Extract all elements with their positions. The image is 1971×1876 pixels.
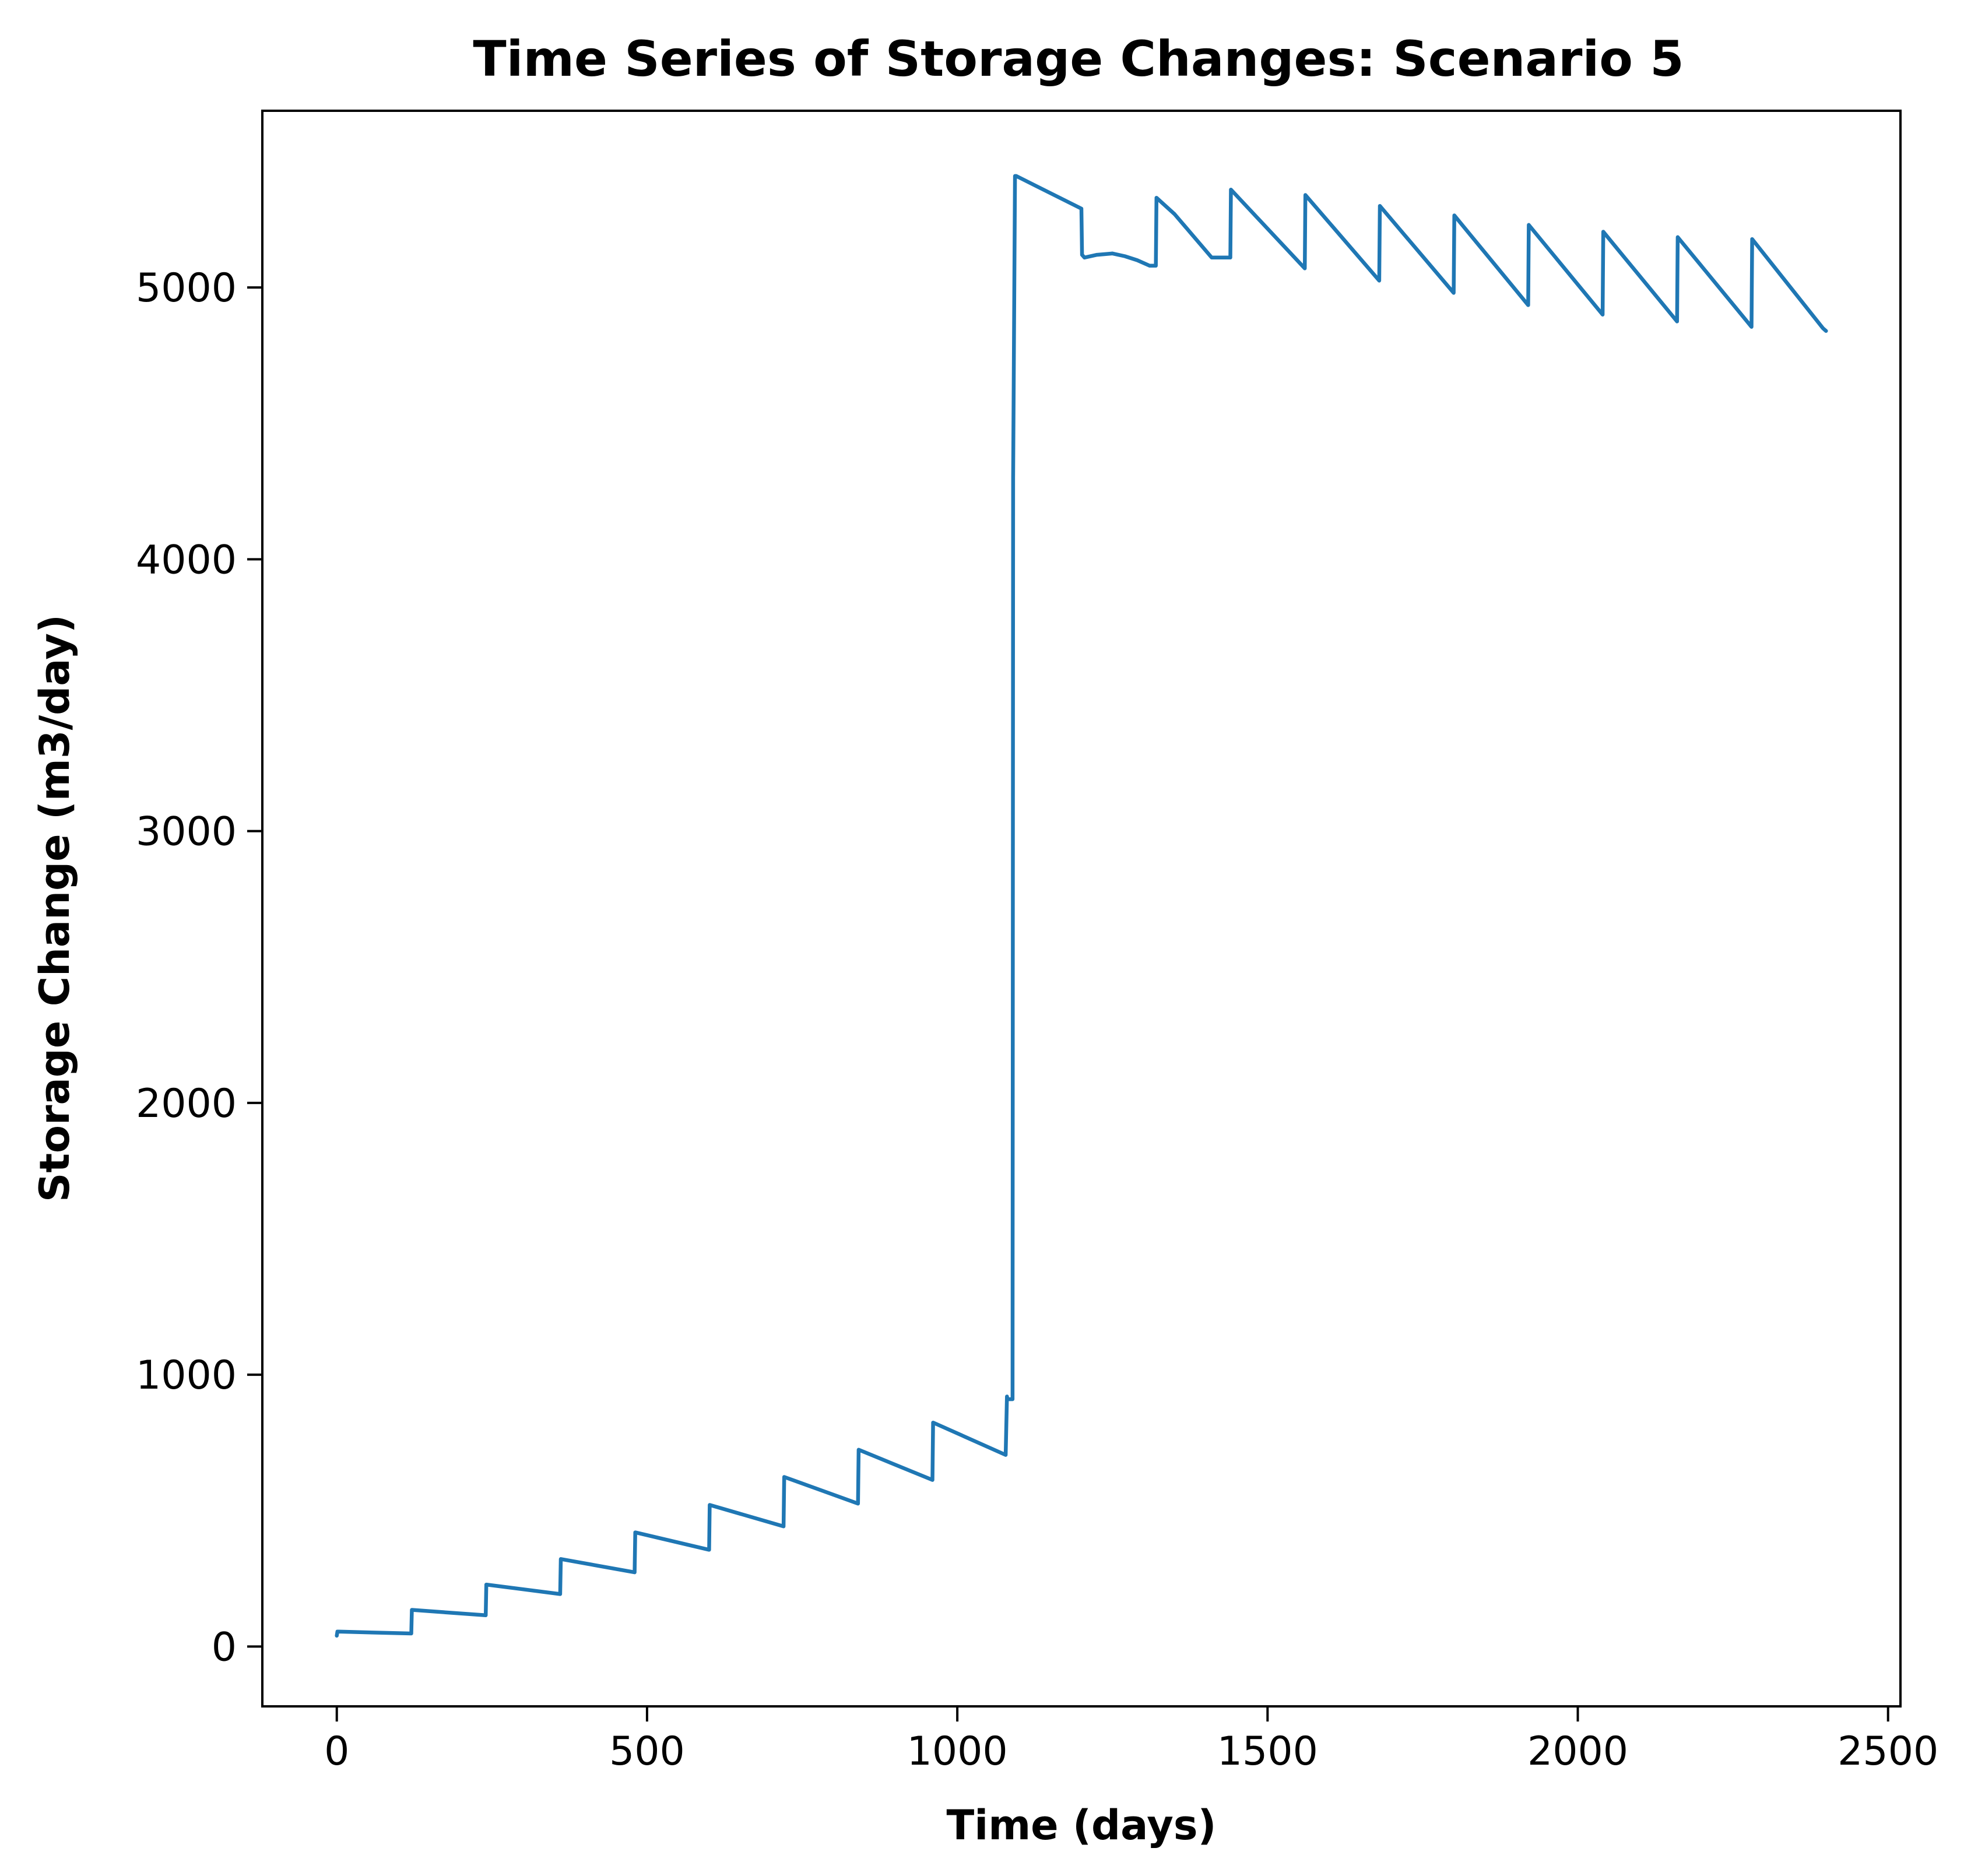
- x-tick-label: 2500: [1838, 1729, 1938, 1775]
- x-tick-label: 2000: [1527, 1729, 1628, 1775]
- x-axis-label: Time (days): [947, 1801, 1217, 1849]
- x-tick-label: 0: [324, 1729, 349, 1775]
- y-tick-label: 4000: [136, 537, 237, 583]
- y-tick-label: 2000: [136, 1081, 237, 1127]
- y-tick-label: 1000: [136, 1352, 237, 1399]
- x-tick-label: 1000: [907, 1729, 1008, 1775]
- x-tick-label: 500: [609, 1729, 685, 1775]
- y-axis-ticks: 0 1000 2000 3000 4000 5000: [136, 265, 262, 1670]
- y-tick-label: 5000: [136, 265, 237, 311]
- x-tick-label: 1500: [1217, 1729, 1318, 1775]
- y-tick-label: 0: [212, 1624, 237, 1670]
- plot-frame: [261, 110, 1902, 1708]
- y-axis-label: Storage Change (m3/day): [31, 614, 79, 1202]
- y-tick-label: 3000: [136, 809, 237, 855]
- series-line: [335, 174, 1828, 1638]
- x-axis-ticks: 0 500 1000 1500 2000 2500: [324, 1706, 1938, 1775]
- chart-title: Time Series of Storage Changes: Scenario…: [473, 30, 1684, 87]
